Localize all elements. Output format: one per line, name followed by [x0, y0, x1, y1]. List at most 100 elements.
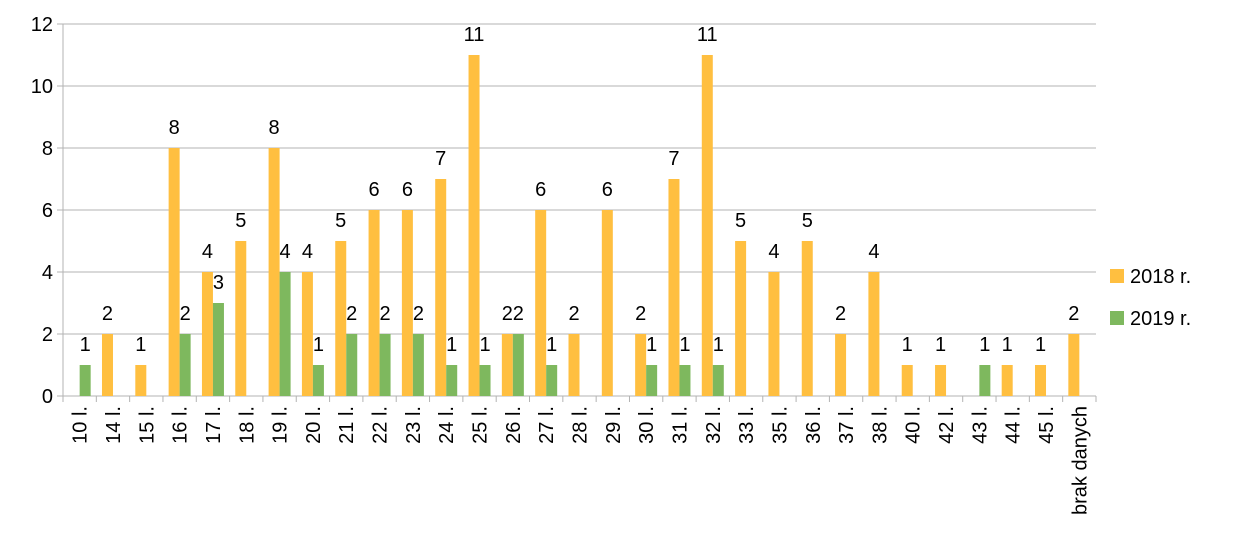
- value-label: 1: [479, 334, 490, 356]
- value-label: 7: [668, 148, 679, 170]
- x-tick-label: 28 l.: [570, 406, 592, 444]
- bar: [468, 55, 480, 396]
- bar: [135, 365, 147, 396]
- bar: [501, 334, 513, 396]
- value-label: 2: [380, 303, 391, 325]
- x-tick-label: 16 l.: [170, 406, 192, 444]
- value-label: 2: [180, 303, 191, 325]
- bar: [646, 365, 658, 396]
- x-tick-label: brak danych: [1069, 406, 1091, 515]
- value-label: 7: [435, 148, 446, 170]
- bar: [546, 365, 558, 396]
- x-tick-label: 17 l.: [203, 406, 225, 444]
- bar: [1068, 334, 1080, 396]
- x-tick-label: 10 l.: [70, 406, 92, 444]
- bar: [568, 334, 580, 396]
- x-tick-label: 36 l.: [803, 406, 825, 444]
- y-tick-label: 0: [42, 386, 53, 408]
- y-tick-label: 2: [42, 324, 53, 346]
- x-tick-label: 30 l.: [636, 406, 658, 444]
- bar: [412, 334, 424, 396]
- bar: [79, 365, 91, 396]
- bar: [235, 241, 247, 396]
- y-tick-label: 10: [31, 76, 53, 98]
- bar: [312, 365, 324, 396]
- x-tick-label: 42 l.: [936, 406, 958, 444]
- bar: [801, 241, 813, 396]
- value-label: 1: [135, 334, 146, 356]
- y-tick-label: 6: [42, 200, 53, 222]
- bar: [901, 365, 913, 396]
- x-tick-label: 26 l.: [503, 406, 525, 444]
- value-label: 5: [335, 210, 346, 232]
- bar: [635, 334, 647, 396]
- value-label: 2: [502, 303, 513, 325]
- value-label: 6: [369, 179, 380, 201]
- value-label: 8: [169, 117, 180, 139]
- value-label: 2: [346, 303, 357, 325]
- x-tick-label: 40 l.: [903, 406, 925, 444]
- value-label: 1: [546, 334, 557, 356]
- bar: [212, 303, 224, 396]
- value-label: 11: [697, 24, 718, 46]
- x-tick-label: 15 l.: [136, 406, 158, 444]
- bar: [446, 365, 458, 396]
- bar: [168, 148, 180, 396]
- value-label: 4: [280, 241, 291, 263]
- value-label: 5: [235, 210, 246, 232]
- value-label: 2: [102, 303, 113, 325]
- x-tick-label: 24 l.: [436, 406, 458, 444]
- x-tick-label: 31 l.: [669, 406, 691, 444]
- value-label: 1: [646, 334, 657, 356]
- bar: [435, 179, 447, 396]
- value-label: 2: [635, 303, 646, 325]
- legend-label: 2018 r.: [1130, 266, 1191, 288]
- bar: [301, 272, 313, 396]
- value-label: 1: [679, 334, 690, 356]
- x-tick-label: 43 l.: [969, 406, 991, 444]
- value-label: 1: [80, 334, 91, 356]
- bar: [979, 365, 991, 396]
- bar: [679, 365, 691, 396]
- x-tick-label: 32 l.: [703, 406, 725, 444]
- x-tick-label: 38 l.: [869, 406, 891, 444]
- bar: [368, 210, 380, 396]
- value-label: 1: [935, 334, 946, 356]
- bar: [735, 241, 747, 396]
- value-label: 1: [446, 334, 457, 356]
- value-label: 8: [269, 117, 280, 139]
- x-tick-label: 33 l.: [736, 406, 758, 444]
- value-label: 1: [979, 334, 990, 356]
- value-label: 2: [835, 303, 846, 325]
- bar: [1035, 365, 1047, 396]
- bar: [401, 210, 413, 396]
- y-tick-label: 4: [42, 262, 53, 284]
- value-label: 1: [313, 334, 324, 356]
- x-tick-label: 19 l.: [270, 406, 292, 444]
- value-label: 2: [413, 303, 424, 325]
- bar: [268, 148, 280, 396]
- bar: [512, 334, 524, 396]
- value-label: 1: [902, 334, 913, 356]
- y-tick-label: 8: [42, 138, 53, 160]
- x-tick-label: 44 l.: [1003, 406, 1025, 444]
- bar: [201, 272, 213, 396]
- x-tick-label: 14 l.: [103, 406, 125, 444]
- legend-swatch: [1110, 269, 1124, 283]
- bar: [335, 241, 347, 396]
- x-tick-label: 21 l.: [336, 406, 358, 444]
- x-tick-label: 29 l.: [603, 406, 625, 444]
- bar: [346, 334, 358, 396]
- value-label: 4: [302, 241, 313, 263]
- x-tick-label: 20 l.: [303, 406, 325, 444]
- x-tick-label: 22 l.: [370, 406, 392, 444]
- value-label: 6: [402, 179, 413, 201]
- bar: [179, 334, 191, 396]
- y-tick-label: 12: [31, 14, 53, 36]
- value-label: 4: [202, 241, 213, 263]
- bar: [601, 210, 613, 396]
- bar: [535, 210, 547, 396]
- x-tick-label: 25 l.: [470, 406, 492, 444]
- value-label: 1: [713, 334, 724, 356]
